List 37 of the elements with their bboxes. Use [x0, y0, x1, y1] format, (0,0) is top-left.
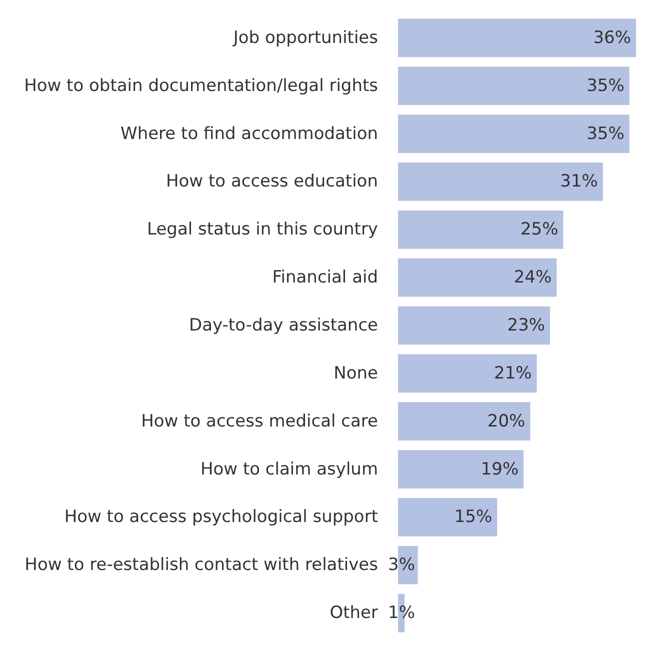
bar [398, 66, 630, 106]
y-tick-label: How to obtain documentation/legal rights [24, 76, 378, 96]
data-label: 36% [593, 28, 631, 48]
bar [398, 402, 530, 441]
bar [398, 354, 537, 393]
bar [398, 306, 550, 345]
data-label: 21% [494, 363, 532, 384]
y-tick-label: Job opportunities [232, 28, 378, 48]
data-label: 23% [507, 316, 546, 336]
data-label: 3% [388, 555, 415, 576]
bar [398, 18, 636, 58]
data-label: 1% [388, 603, 415, 624]
bar [398, 450, 524, 488]
y-tick-label: Day-to-day assistance [189, 316, 378, 336]
bar [398, 210, 564, 249]
y-tick-label: Where to find accommodation [120, 124, 378, 144]
y-tick-label: Other [330, 603, 378, 624]
bar [398, 498, 498, 536]
data-label: 19% [480, 459, 519, 480]
data-label: 35% [586, 124, 624, 144]
bar [398, 114, 630, 153]
bar [398, 258, 557, 297]
data-label: 24% [514, 268, 552, 288]
y-tick-label: How to access medical care [141, 411, 378, 432]
data-label: 25% [520, 220, 558, 240]
y-tick-label: Financial aid [272, 268, 378, 288]
y-tick-label: None [334, 363, 378, 384]
y-tick-label: Legal status in this country [147, 220, 378, 240]
bar [398, 162, 603, 201]
data-label: 35% [586, 76, 624, 96]
y-tick-label: How to re-establish contact with relatives [24, 555, 378, 576]
data-label: 31% [560, 172, 598, 192]
y-tick-label: How to claim asylum [200, 459, 378, 480]
data-label: 20% [487, 411, 526, 432]
y-tick-label: How to access education [166, 172, 378, 192]
y-tick-label: How to access psychological support [64, 507, 378, 528]
data-label: 15% [454, 507, 492, 528]
